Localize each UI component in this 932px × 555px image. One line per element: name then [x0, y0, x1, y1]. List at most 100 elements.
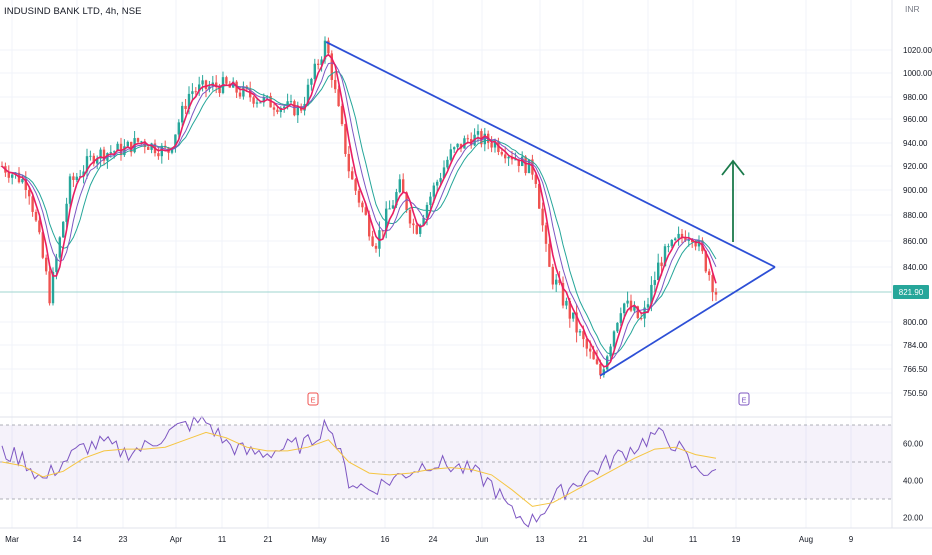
- candle-body: [150, 143, 153, 150]
- candle-body: [463, 138, 466, 149]
- candle-body: [544, 225, 548, 244]
- candle-body: [187, 93, 191, 110]
- candle-body: [225, 77, 228, 84]
- time-tick-label: Mar: [5, 535, 19, 544]
- candle-body: [568, 300, 571, 319]
- candle-body: [75, 176, 78, 180]
- candle-body: [629, 300, 633, 311]
- candle-body: [45, 257, 48, 272]
- candle-body: [191, 91, 194, 94]
- candle-body: [11, 174, 14, 178]
- candle-body: [674, 238, 677, 240]
- candle-body: [670, 239, 673, 247]
- candle-body: [24, 179, 27, 191]
- candle-body: [449, 149, 452, 160]
- candle-body: [218, 87, 221, 93]
- candle-body: [527, 159, 531, 174]
- time-tick-label: Jul: [643, 535, 653, 544]
- time-tick-label: 23: [119, 535, 128, 544]
- candle-body: [517, 159, 520, 167]
- price-tick-label: 980.00: [903, 93, 928, 102]
- candle-body: [92, 155, 95, 164]
- time-tick-label: 9: [849, 535, 854, 544]
- candle-body: [616, 322, 619, 332]
- candle-body: [653, 280, 656, 285]
- candle-body: [398, 179, 401, 193]
- candle-body: [680, 233, 684, 237]
- ma-fast-line: [1, 53, 717, 368]
- candle-body: [589, 348, 592, 352]
- rsi-tick-label: 40.00: [903, 477, 924, 486]
- candle-body: [320, 59, 323, 65]
- earnings-marker: [307, 392, 319, 406]
- time-tick-label: 11: [218, 535, 227, 544]
- candle-body: [289, 101, 293, 103]
- candle-body: [405, 192, 408, 210]
- candle-body: [51, 271, 55, 304]
- candle-body: [38, 220, 41, 233]
- time-tick-label: 21: [264, 535, 273, 544]
- earnings-marker: [738, 392, 750, 406]
- candle-body: [109, 152, 112, 154]
- candle-body: [317, 63, 320, 65]
- candle-body: [374, 245, 378, 249]
- candle-body: [194, 91, 197, 93]
- time-tick-label: 21: [579, 535, 588, 544]
- candle-body: [55, 257, 58, 272]
- candle-body: [119, 143, 123, 156]
- currency-label: INR: [905, 4, 920, 14]
- candle-body: [419, 225, 422, 234]
- candle-body: [198, 84, 201, 92]
- candle-body: [592, 351, 595, 360]
- candle-body: [507, 156, 510, 159]
- candle-body: [548, 243, 551, 267]
- candle-body: [626, 300, 629, 304]
- candle-body: [534, 174, 537, 184]
- candle-body: [402, 179, 405, 193]
- candle-body: [238, 92, 242, 97]
- candle-body: [354, 179, 357, 191]
- candle-body: [113, 151, 116, 153]
- candle-body: [364, 207, 367, 215]
- candle-body: [582, 331, 585, 340]
- time-tick-label: 19: [732, 535, 741, 544]
- trendline-upper: [325, 41, 776, 268]
- candle-body: [347, 153, 350, 172]
- candle-body: [575, 312, 578, 333]
- candle-body: [276, 109, 279, 113]
- candle-body: [694, 242, 697, 247]
- candle-body: [140, 141, 143, 143]
- candle-body: [483, 133, 486, 145]
- candle-body: [327, 40, 330, 54]
- last-price-label: 821.90: [899, 288, 924, 297]
- candle-body: [201, 80, 204, 85]
- rsi-tick-label: 60.00: [903, 440, 924, 449]
- candle-body: [357, 190, 361, 203]
- candle-body: [395, 192, 398, 206]
- candle-body: [296, 106, 299, 116]
- candle-body: [334, 79, 337, 90]
- candle-body: [123, 146, 126, 156]
- candle-body: [453, 147, 456, 150]
- rsi-line: [1, 415, 717, 528]
- candle-body: [412, 223, 415, 226]
- candle-body: [252, 97, 255, 104]
- candle-body: [96, 158, 99, 164]
- candle-body: [102, 149, 106, 161]
- candle-body: [432, 185, 435, 197]
- time-tick-label: Jun: [476, 535, 489, 544]
- candle-body: [541, 208, 544, 226]
- candle-body: [174, 134, 177, 148]
- candle-body: [606, 356, 609, 370]
- rsi-ma-line: [1, 431, 717, 507]
- price-tick-label: 1000.00: [903, 69, 932, 78]
- candle-body: [85, 156, 89, 172]
- candle-body: [99, 149, 102, 159]
- candle-body: [255, 102, 259, 104]
- candle-body: [215, 82, 218, 88]
- candle-body: [323, 40, 327, 60]
- candle-body: [259, 102, 262, 104]
- candle-body: [422, 217, 425, 226]
- candle-body: [456, 143, 459, 148]
